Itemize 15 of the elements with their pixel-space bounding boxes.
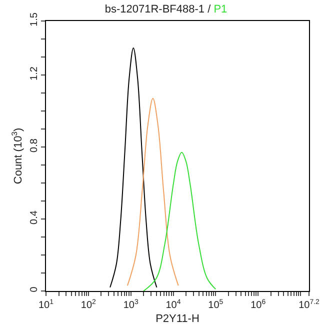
y-tick-label: 0.4 [29, 210, 40, 224]
y-tick-label: 0.8 [29, 138, 40, 152]
y-tick-label: 1.5 [29, 12, 40, 26]
y-tick-label: 0 [29, 286, 40, 292]
text: P1 [214, 4, 228, 16]
y-tick-label: 1.2 [29, 66, 40, 80]
x-tick-label: 10$^{3}$ [123, 298, 138, 311]
x-axis-title: P2Y11-H [156, 313, 200, 326]
x-tick-label: 10$^{4}$ [166, 298, 181, 311]
chart-title: bs-12071R-BF488-1 / [104, 4, 211, 16]
x-tick-label: 10$^{2}$ [80, 298, 96, 311]
x-tick-label: 10$^{1}$ [38, 298, 54, 311]
x-tick-label: 10$^{7.2}$ [298, 298, 320, 311]
x-tick-label: 10$^{6}$ [250, 298, 266, 311]
x-tick-label: 10$^{5}$ [208, 298, 224, 311]
